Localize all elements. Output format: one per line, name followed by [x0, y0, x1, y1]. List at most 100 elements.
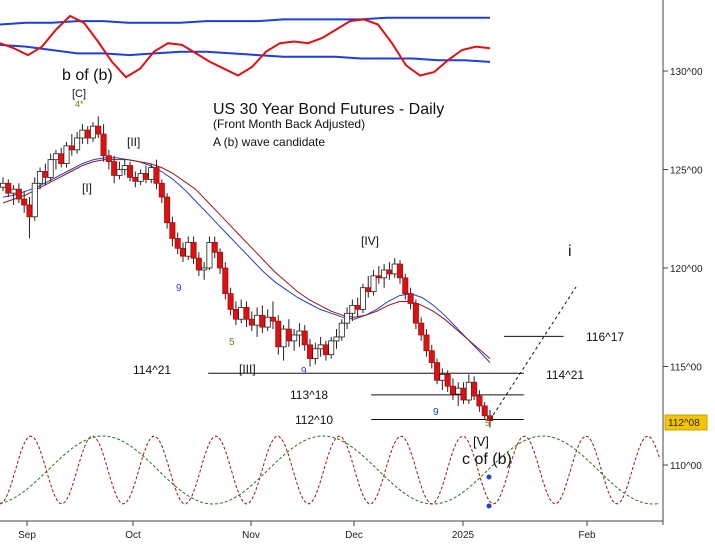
candle — [127, 161, 134, 182]
wave-annotation: [IV] — [361, 234, 379, 248]
y-tick-label: 115^00 — [670, 363, 702, 374]
candle-body — [312, 348, 319, 360]
wave-annotation: [II] — [127, 135, 140, 149]
candle-body — [190, 241, 197, 259]
candle — [63, 141, 70, 168]
candle-body — [74, 137, 81, 151]
candle — [31, 177, 38, 221]
candle-body — [10, 188, 17, 194]
wave-annotation: 9 — [301, 366, 307, 377]
candle — [328, 336, 335, 359]
candle-body — [63, 145, 70, 164]
level-label: 112^10 — [295, 413, 333, 427]
candle — [481, 401, 488, 420]
candle-body — [285, 328, 292, 342]
wave-annotation: [V] — [473, 434, 489, 449]
candle-body — [344, 312, 351, 324]
wave-annotation: 5 — [229, 337, 235, 348]
candle — [206, 236, 213, 270]
candle-body — [111, 161, 118, 176]
candle-body — [68, 145, 75, 151]
wave-annotation: 5 — [485, 418, 490, 428]
candle-body — [185, 241, 192, 257]
candle-body — [26, 204, 33, 218]
cycle-wave-red — [0, 435, 661, 505]
y-tick-label: 110^00 — [670, 461, 702, 472]
candle-body — [397, 263, 404, 279]
candle — [153, 159, 160, 190]
level-label: 113^18 — [290, 388, 328, 402]
candle-body — [449, 385, 456, 395]
candle-body — [15, 188, 22, 200]
candle — [190, 236, 197, 265]
candle — [471, 376, 478, 400]
candle-body — [423, 334, 430, 352]
candle-body — [142, 173, 149, 180]
candle-body — [269, 316, 276, 322]
candle-body — [37, 171, 44, 184]
candle — [397, 260, 404, 284]
candle-body — [317, 344, 324, 350]
candle-body — [439, 373, 446, 381]
candle-body — [254, 314, 261, 326]
candle-body — [238, 306, 245, 320]
wave-annotation: 9 — [433, 407, 439, 418]
chart-title: US 30 Year Bond Futures - Daily — [213, 101, 444, 118]
candle — [486, 409, 493, 428]
candle-body — [460, 387, 467, 401]
candle — [174, 232, 181, 255]
candle-body — [333, 336, 340, 342]
candle — [444, 370, 451, 393]
candle-body — [322, 344, 329, 356]
candle-body — [248, 318, 255, 326]
candle-body — [132, 176, 139, 182]
level-label: 116^17 — [586, 330, 624, 344]
candle-body — [476, 395, 483, 407]
candle-body — [84, 129, 91, 139]
candle — [158, 179, 165, 203]
candle — [169, 216, 176, 247]
x-tick-label: Sep — [18, 530, 36, 541]
candle — [344, 307, 351, 330]
chart-note: A (b) wave candidate — [213, 135, 325, 149]
candle-body — [148, 167, 155, 180]
candle-body — [386, 269, 393, 275]
candle — [100, 124, 107, 162]
candle-body — [338, 322, 345, 338]
candle-body — [100, 133, 107, 157]
candle — [74, 132, 81, 154]
candle — [428, 344, 435, 369]
candle-body — [52, 153, 59, 161]
candle-body — [174, 238, 181, 249]
candle-body — [381, 269, 388, 279]
candle-body — [153, 167, 160, 184]
candle-body — [434, 362, 441, 381]
candle — [402, 273, 409, 300]
candle — [418, 317, 425, 341]
wave-annotation: c of (b) — [462, 451, 512, 468]
wave-annotation: b of (b) — [62, 67, 113, 84]
candle-body — [455, 387, 462, 395]
candle-body — [31, 182, 38, 218]
wave-annotation: 4* — [75, 99, 84, 109]
candle-body — [42, 171, 49, 178]
x-tick-label: Nov — [242, 530, 260, 541]
candle — [476, 390, 483, 412]
wave-annotation: [I] — [82, 181, 92, 195]
candle — [5, 179, 12, 198]
candle-body — [407, 293, 414, 304]
candle-body — [217, 251, 224, 269]
x-tick-label: 2025 — [452, 530, 475, 541]
candle-body — [195, 257, 202, 271]
candle-body — [47, 159, 54, 178]
candle — [312, 342, 319, 365]
candle — [291, 329, 298, 351]
x-tick-label: Dec — [345, 530, 363, 541]
candle-body — [412, 303, 419, 324]
candle — [111, 155, 118, 184]
candle — [47, 153, 54, 182]
candle-body — [486, 415, 493, 422]
candle-body — [370, 275, 377, 293]
wave-annotation: [C] — [72, 88, 86, 100]
y-tick-label: 120^00 — [670, 264, 703, 275]
